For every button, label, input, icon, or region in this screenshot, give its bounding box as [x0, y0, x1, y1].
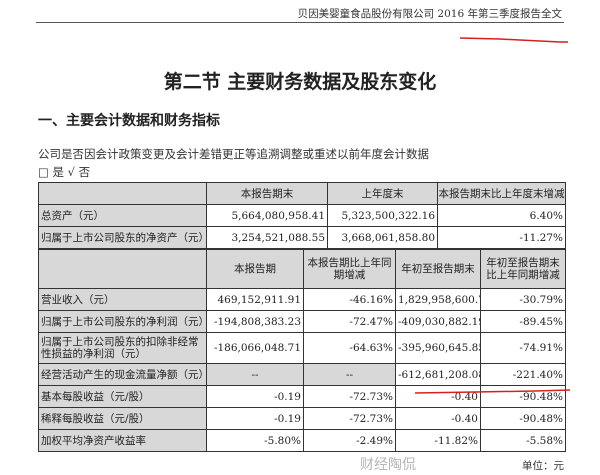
cell: --: [206, 363, 304, 386]
cell: -11.27%: [437, 226, 566, 249]
cell: -46.16%: [303, 288, 396, 311]
cell: 5,323,500,322.16: [327, 204, 438, 227]
cell: -0.19: [206, 385, 304, 408]
table-row: 加权平均净资产收益率 -5.80% -2.49% -11.82% -5.58%: [38, 429, 566, 452]
cell: -395,960,645.85: [395, 332, 481, 364]
table-header-row: 本报告期末 上年度末 本报告期末比上年度末增减: [38, 182, 566, 205]
cell: -74.91%: [480, 332, 566, 364]
cell: -0.40: [395, 407, 481, 430]
table-row: 归属于上市公司股东的净资产（元） 3,254,521,088.55 3,668,…: [38, 226, 566, 249]
restatement-answer: □ 是 √ 否: [38, 165, 91, 179]
header-cell: 本报告期末比上年度末增减: [437, 182, 566, 205]
header-cell: 本报告期末: [206, 182, 328, 205]
cell: -221.40%: [480, 363, 566, 386]
table-row: 稀释每股收益（元/股） -0.19 -72.73% -0.40 -90.48%: [38, 407, 566, 430]
cell: -612,681,208.08: [395, 363, 481, 386]
cell: -89.45%: [480, 310, 566, 333]
row-label: 归属于上市公司股东的净利润（元）: [38, 310, 207, 333]
header-cell: 本报告期: [206, 249, 304, 289]
table-row: 归属于上市公司股东的扣除非经常性损益的净利润（元） -186,066,048.7…: [38, 332, 566, 364]
row-label: 总资产（元）: [38, 204, 207, 227]
page-title: 第二节 主要财务数据及股东变化: [163, 71, 437, 93]
table-header-row: 本报告期 本报告期比上年同期增减 年初至报告期末 年初至报告期末比上年同期增减: [38, 249, 566, 289]
cell: -30.79%: [480, 288, 566, 311]
cell: -72.73%: [303, 385, 396, 408]
table-row: 基本每股收益（元/股） -0.19 -72.73% -0.40 -90.48%: [38, 385, 566, 408]
table-row: 总资产（元） 5,664,080,958.41 5,323,500,322.16…: [38, 204, 566, 227]
row-label: 归属于上市公司股东的扣除非经常性损益的净利润（元）: [38, 332, 207, 364]
row-label: 稀释每股收益（元/股）: [38, 407, 207, 430]
cell: --: [303, 363, 396, 386]
income-table: 本报告期 本报告期比上年同期增减 年初至报告期末 年初至报告期末比上年同期增减 …: [38, 249, 566, 452]
cell: 5,664,080,958.41: [206, 204, 328, 227]
red-underline-annotation: [415, 389, 570, 394]
header-cell: [38, 249, 207, 289]
cell: -11.82%: [395, 429, 481, 452]
cell: 3,254,521,088.55: [206, 226, 328, 249]
cell: -64.63%: [303, 332, 396, 364]
header-cell: 本报告期比上年同期增减: [303, 249, 396, 289]
cell: 3,668,061,858.80: [327, 226, 438, 249]
row-label: 归属于上市公司股东的净资产（元）: [38, 226, 207, 249]
cell: -72.47%: [303, 310, 396, 333]
header-cell: 上年度末: [327, 182, 438, 205]
header-cell: 年初至报告期末比上年同期增减: [480, 249, 566, 289]
cell: 6.40%: [437, 204, 566, 227]
header-cell: 年初至报告期末: [395, 249, 481, 289]
cell: -72.73%: [303, 407, 396, 430]
header-rule: [36, 22, 564, 23]
row-label: 经营活动产生的现金流量净额（元）: [38, 363, 207, 386]
cell: -194,808,383.23: [206, 310, 304, 333]
cell: -5.58%: [480, 429, 566, 452]
row-label: 营业收入（元）: [38, 288, 207, 311]
row-label: 基本每股收益（元/股）: [38, 385, 207, 408]
cell: -186,066,048.71: [206, 332, 304, 364]
cell: -90.48%: [480, 407, 566, 430]
header-cell: [38, 182, 207, 205]
restatement-question: 公司是否因会计政策变更及会计差错更正等追溯调整或重述以前年度会计数据: [38, 147, 429, 161]
cell: -2.49%: [303, 429, 396, 452]
row-label: 加权平均净资产收益率: [38, 429, 207, 452]
table-row: 经营活动产生的现金流量净额（元） -- -- -612,681,208.08 -…: [38, 363, 566, 386]
table-row: 营业收入（元） 469,152,911.91 -46.16% 1,829,958…: [38, 288, 566, 311]
balance-table: 本报告期末 上年度末 本报告期末比上年度末增减 总资产（元） 5,664,080…: [38, 182, 566, 249]
section-heading: 一、主要会计数据和财务指标: [38, 113, 220, 129]
unit-label: 单位：元: [522, 460, 564, 472]
table-row: 归属于上市公司股东的净利润（元） -194,808,383.23 -72.47%…: [38, 310, 566, 333]
cell: -5.80%: [206, 429, 304, 452]
red-underline-annotation: [460, 37, 568, 43]
cell: -409,030,882.19: [395, 310, 481, 333]
running-header: 贝因美婴童食品股份有限公司 2016 年第三季度报告全文: [297, 8, 562, 20]
cell: 469,152,911.91: [206, 288, 304, 311]
watermark: 财经陶侃: [360, 457, 416, 473]
cell: 1,829,958,600.77: [395, 288, 481, 311]
cell: -0.19: [206, 407, 304, 430]
